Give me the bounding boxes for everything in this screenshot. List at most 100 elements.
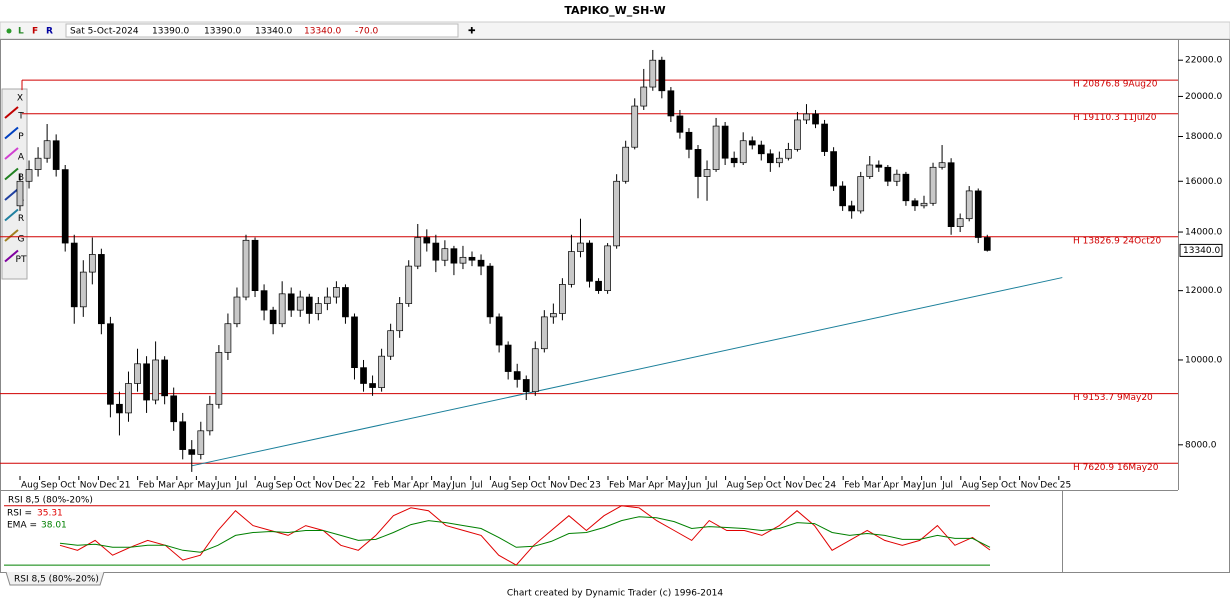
candle-body	[857, 176, 865, 212]
candle-body	[848, 205, 856, 212]
candle-body	[107, 323, 114, 405]
tool-label[interactable]: R	[18, 214, 24, 224]
candle-body	[414, 237, 422, 267]
add-button[interactable]: ✚	[468, 27, 476, 37]
candle-body	[152, 359, 159, 401]
x-tick-label: 24	[825, 481, 837, 491]
candle-body	[314, 303, 322, 314]
candle-body	[161, 359, 168, 397]
x-tick-label: Sep	[981, 481, 998, 491]
tool-label[interactable]: PT	[16, 255, 27, 265]
candle-body	[757, 144, 765, 155]
x-tick-label: Apr	[413, 481, 429, 491]
candle-body	[640, 86, 648, 107]
candle-body	[206, 403, 214, 432]
candle-body	[920, 202, 928, 207]
x-tick-label: 22	[354, 481, 365, 491]
candle-body	[441, 248, 449, 261]
x-tick-label: Dec	[335, 481, 352, 491]
candle-body	[794, 119, 801, 150]
info-open: 13390.0	[152, 27, 189, 37]
candle-body	[233, 296, 241, 325]
info-date: Sat 5-Oct-2024	[70, 27, 139, 37]
x-tick-label: Sep	[41, 481, 58, 491]
x-tick-label: Oct	[295, 481, 311, 491]
candle-body	[676, 115, 684, 133]
candle-body	[25, 169, 33, 182]
candle-body	[34, 157, 42, 170]
x-tick-label: Feb	[844, 481, 860, 491]
x-tick-label: Dec	[99, 481, 116, 491]
x-tick-label: Aug	[21, 481, 39, 491]
candle-body	[459, 256, 467, 264]
mode-button[interactable]: R	[46, 27, 53, 37]
candle-body	[830, 151, 837, 187]
x-tick-label: Aug	[962, 481, 980, 491]
tool-label[interactable]: A	[18, 153, 25, 163]
candle-body	[947, 162, 955, 227]
tool-label[interactable]: G	[18, 235, 25, 245]
tool-label[interactable]: P	[18, 132, 24, 142]
x-tick-label: Jul	[236, 481, 248, 491]
candle-body	[866, 164, 874, 177]
tool-icon	[4, 249, 19, 263]
candle-body	[342, 287, 349, 318]
candle-body	[405, 265, 413, 304]
tool-icon	[4, 229, 19, 242]
indicator-tab[interactable]	[5, 571, 105, 586]
y-tick-label: 10000.0	[1185, 355, 1222, 365]
last-price-box	[1179, 243, 1223, 257]
info-change: -70.0	[355, 27, 379, 37]
candle-body	[125, 383, 132, 414]
candle-body	[378, 355, 385, 388]
x-tick-label: Apr	[648, 481, 664, 491]
tool-label[interactable]: B	[18, 173, 24, 183]
candle-body	[486, 265, 494, 318]
x-tick-label: Feb	[139, 481, 155, 491]
candle-body	[450, 248, 458, 264]
candle-body	[179, 421, 187, 450]
tool-label[interactable]: T	[17, 112, 24, 122]
y-tick-label: 22000.0	[1185, 56, 1222, 66]
candle-body	[79, 271, 87, 308]
x-tick-label: Sep	[276, 481, 293, 491]
x-tick-label: 25	[1060, 481, 1071, 491]
legend-name: EMA =	[7, 521, 37, 531]
mode-button[interactable]: F	[32, 27, 38, 37]
candle-body	[522, 379, 530, 393]
x-tick-label: 21	[119, 481, 130, 491]
mode-button[interactable]: L	[18, 27, 24, 37]
candle-body	[477, 259, 485, 267]
info-box	[65, 23, 459, 38]
candle-body	[296, 296, 304, 311]
legend-value: 35.31	[37, 509, 63, 519]
x-tick-label: Aug	[256, 481, 274, 491]
candle-body	[531, 348, 539, 393]
candle-body	[739, 140, 747, 164]
indicator-tab-label[interactable]: RSI 8,5 (80%-20%)	[14, 575, 99, 585]
candle-body	[116, 403, 123, 414]
x-tick-label: Dec	[1040, 481, 1057, 491]
candle-body	[513, 371, 521, 380]
candle-body	[550, 313, 557, 318]
x-tick-label: May	[433, 481, 452, 491]
candle-body	[785, 149, 792, 159]
legend-value: 38.01	[41, 521, 67, 531]
toolbar-close[interactable]: X	[17, 94, 23, 104]
candle-body	[974, 190, 982, 238]
x-tick-label: Sep	[511, 481, 528, 491]
candle-body	[685, 131, 693, 150]
level-label: H 9153.7 9May20	[1073, 393, 1153, 403]
footer: Chart created by Dynamic Trader (c) 1996…	[507, 589, 724, 599]
candle-body	[468, 256, 476, 261]
x-tick-label: Jun	[686, 481, 701, 491]
tool-icon	[4, 208, 19, 222]
x-tick-label: Nov	[1021, 481, 1039, 491]
candle-body	[134, 363, 141, 384]
candle-body	[333, 287, 340, 298]
candle-body	[88, 254, 96, 273]
x-tick-label: 23	[589, 481, 600, 491]
candle-body	[242, 239, 250, 298]
